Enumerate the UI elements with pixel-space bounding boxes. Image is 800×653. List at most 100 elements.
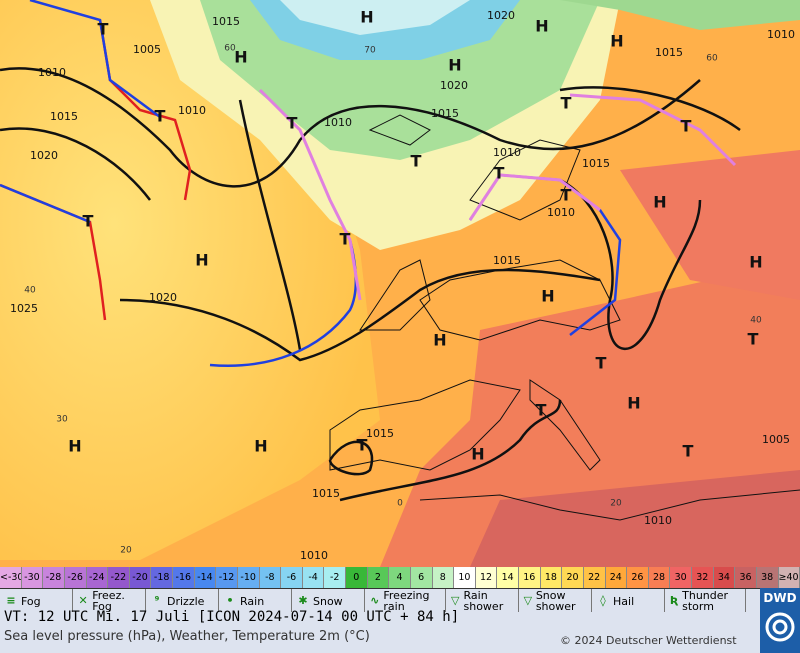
scale-cell: 4 [389,567,411,588]
low-pressure-marker: T [340,230,351,249]
weather-label: Hail [613,594,635,608]
pressure-label: 1010 [547,206,575,219]
pressure-label: 1015 [366,427,394,440]
weather-legend: ≡ Fog ✕ Freez. Fog ⁹ Drizzle • Rain ✱ Snow ∿ Freezi… [0,588,760,613]
high-pressure-marker: H [195,251,208,270]
scale-cell: 26 [627,567,649,588]
temperature-label: 40 [750,316,762,326]
low-pressure-marker: T [155,107,166,126]
weather-icon: ≡ [6,594,16,607]
scale-cell: -16 [173,567,195,588]
scale-cell: 20 [562,567,584,588]
high-pressure-marker: H [360,8,373,27]
weather-icon: Ʀ [669,594,679,607]
scale-cell: -4 [302,567,325,588]
weather-legend-item: ◊ Hail [592,589,665,613]
scale-cell: 10 [454,567,476,588]
weather-label: Fog [21,594,41,608]
pressure-label: 1020 [487,9,515,22]
scale-cell: 16 [519,567,541,588]
weather-label: Drizzle [167,594,205,608]
temperature-label: 60 [224,44,236,54]
high-pressure-marker: H [448,56,461,75]
scale-cell: 32 [692,567,714,588]
copyright: © 2024 Deutscher Wetterdienst [560,634,737,647]
pressure-label: 1010 [178,104,206,117]
scale-cell: 18 [540,567,563,588]
logo-text: DWD [763,591,797,605]
logo-icon [765,612,795,642]
footer [0,612,760,653]
pressure-label: 1015 [50,110,78,123]
pressure-label: 1015 [582,157,610,170]
scale-cell: -14 [194,567,217,588]
low-pressure-marker: T [98,20,109,39]
low-pressure-marker: T [411,152,422,171]
pressure-label: 1015 [655,46,683,59]
pressure-label: 1020 [149,291,177,304]
temperature-label: 20 [610,499,622,509]
weather-icon: • [226,594,234,607]
scale-cell: 34 [713,567,736,588]
temperature-label: 20 [120,546,132,556]
scale-cell: 12 [475,567,498,588]
weather-icon: ✱ [298,594,308,607]
high-pressure-marker: H [254,437,267,456]
weather-legend-item: ∿ Freezing rain [365,589,446,613]
scale-cell: 28 [648,567,671,588]
scale-cell: -20 [129,567,152,588]
pressure-label: 1020 [440,79,468,92]
low-pressure-marker: T [357,436,368,455]
high-pressure-marker: H [68,437,81,456]
weather-legend-item: ✱ Snow [292,589,365,613]
temperature-label: 60 [706,54,718,64]
high-pressure-marker: H [541,287,554,306]
pressure-label: 1015 [212,15,240,28]
pressure-label: 1020 [30,149,58,162]
weather-icon: ▽ [451,594,460,607]
temperature-label: 30 [56,415,68,425]
scale-cell: 2 [367,567,390,588]
scale-cell: 22 [583,567,606,588]
temperature-scale: <-30 -30 -28 -26 -24 -22 -20 -18 -16 -14 -12 -10 -8-… [0,567,800,588]
temperature-label: 70 [364,46,376,56]
low-pressure-marker: T [681,117,692,136]
scale-cell: -6 [281,567,303,588]
weather-legend-item: ✕ Freez. Fog [73,589,146,613]
temperature-label: 0 [397,499,403,509]
weather-icon: ✕ [78,594,88,607]
weather-icon: ▽ [523,594,533,607]
low-pressure-marker: T [596,354,607,373]
weather-label: Freez. Fog [92,589,125,613]
low-pressure-marker: T [561,94,572,113]
weather-legend-item: Ʀ Thunder storm [665,589,746,613]
high-pressure-marker: H [471,445,484,464]
scale-cell: <-30 [0,567,22,588]
scale-cell: 0 [346,567,368,588]
pressure-label: 1010 [767,28,795,41]
scale-cell: 36 [735,567,757,588]
high-pressure-marker: H [234,48,247,67]
scale-cell: ≥40 °C [778,567,800,588]
scale-cell: -12 [216,567,238,588]
scale-cell: -24 [86,567,109,588]
low-pressure-marker: T [748,330,759,349]
scale-cell: -2 [324,567,346,588]
pressure-label: 1025 [10,302,38,315]
scale-cell: -22 [108,567,130,588]
weather-icon: ∿ [370,594,380,607]
weather-legend-item: ▽ Snow shower [519,589,592,613]
weather-icon: ⁹ [154,594,160,607]
pressure-label: 1015 [312,487,340,500]
low-pressure-marker: T [561,186,572,205]
weather-label: Rain shower [463,589,504,613]
scale-cell: -26 [64,567,87,588]
pressure-label: 1015 [431,107,459,120]
pressure-label: 1005 [762,433,790,446]
weather-label: Snow shower [535,589,576,613]
low-pressure-marker: T [83,212,94,231]
scale-cell: 24 [605,567,628,588]
pressure-label: 1010 [324,116,352,129]
weather-legend-item: ≡ Fog [0,589,73,613]
